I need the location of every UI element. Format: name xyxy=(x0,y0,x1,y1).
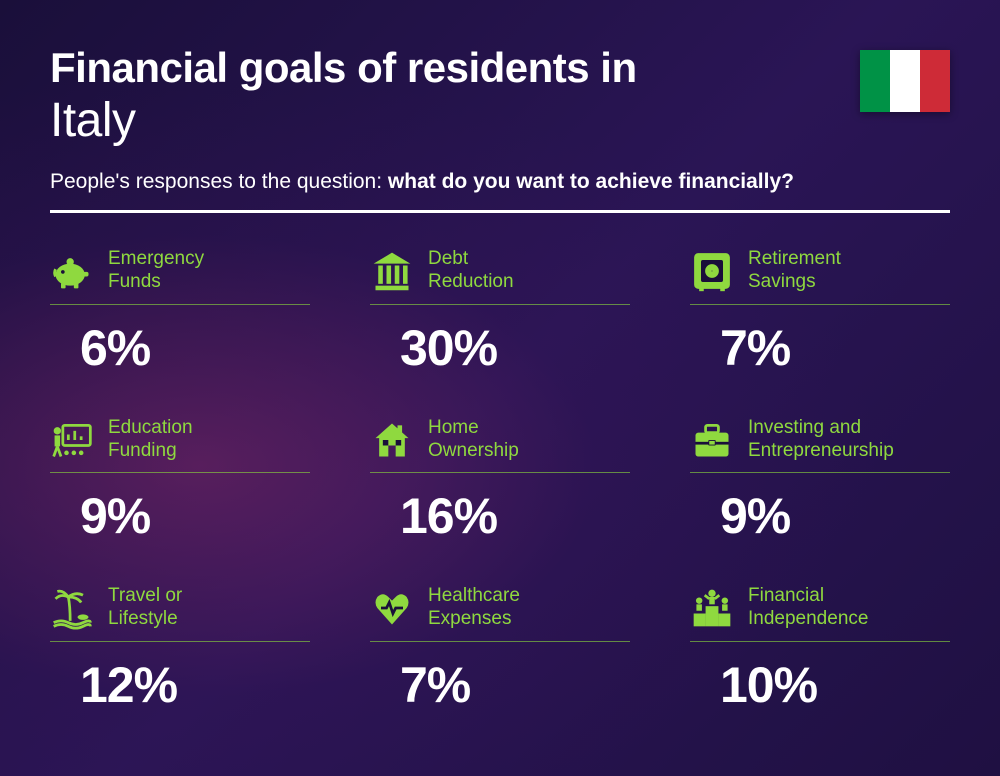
title-block: Financial goals of residents in Italy xyxy=(50,45,860,148)
goal-item: Travel orLifestyle 12% xyxy=(50,585,310,714)
goals-grid: EmergencyFunds 6% DebtReduction 30% Reti… xyxy=(50,248,950,714)
goal-label: Travel orLifestyle xyxy=(108,585,182,631)
goal-item: Investing andEntrepreneurship 9% xyxy=(690,417,950,546)
goal-item: EmergencyFunds 6% xyxy=(50,248,310,377)
subtitle: People's responses to the question: what… xyxy=(50,170,950,194)
goal-value: 12% xyxy=(80,656,310,714)
goal-item: DebtReduction 30% xyxy=(370,248,630,377)
goal-item: HealthcareExpenses 7% xyxy=(370,585,630,714)
goal-item-header: HomeOwnership xyxy=(370,417,630,474)
goal-label: DebtReduction xyxy=(428,248,514,294)
page-title: Financial goals of residents in xyxy=(50,45,860,91)
header-row: Financial goals of residents in Italy xyxy=(50,45,950,148)
goal-label: HealthcareExpenses xyxy=(428,585,520,631)
goal-value: 7% xyxy=(720,319,950,377)
goal-value: 16% xyxy=(400,487,630,545)
flag-stripe-2 xyxy=(890,50,920,112)
goal-value: 9% xyxy=(80,487,310,545)
goal-item-header: EducationFunding xyxy=(50,417,310,474)
goal-item-header: DebtReduction xyxy=(370,248,630,305)
flag-stripe-1 xyxy=(860,50,890,112)
goal-label: HomeOwnership xyxy=(428,417,519,463)
goal-label: Investing andEntrepreneurship xyxy=(748,417,894,463)
goal-item: RetirementSavings 7% xyxy=(690,248,950,377)
palm-beach-icon xyxy=(50,586,94,630)
safe-icon xyxy=(690,249,734,293)
goal-item-header: HealthcareExpenses xyxy=(370,585,630,642)
goal-item: HomeOwnership 16% xyxy=(370,417,630,546)
goal-value: 7% xyxy=(400,656,630,714)
goal-label: RetirementSavings xyxy=(748,248,841,294)
goal-value: 9% xyxy=(720,487,950,545)
goal-value: 30% xyxy=(400,319,630,377)
goal-item-header: Investing andEntrepreneurship xyxy=(690,417,950,474)
podium-icon xyxy=(690,586,734,630)
goal-item: FinancialIndependence 10% xyxy=(690,585,950,714)
flag-icon xyxy=(860,50,950,112)
goal-label: EmergencyFunds xyxy=(108,248,204,294)
flag-stripe-3 xyxy=(920,50,950,112)
house-icon xyxy=(370,418,414,462)
goal-item-header: Travel orLifestyle xyxy=(50,585,310,642)
goal-label: EducationFunding xyxy=(108,417,193,463)
divider xyxy=(50,210,950,213)
goal-item-header: RetirementSavings xyxy=(690,248,950,305)
subtitle-prefix: People's responses to the question: xyxy=(50,170,388,193)
goal-item-header: EmergencyFunds xyxy=(50,248,310,305)
subtitle-bold: what do you want to achieve financially? xyxy=(388,170,794,193)
heart-pulse-icon xyxy=(370,586,414,630)
goal-item-header: FinancialIndependence xyxy=(690,585,950,642)
piggy-bank-icon xyxy=(50,249,94,293)
goal-label: FinancialIndependence xyxy=(748,585,868,631)
goal-value: 10% xyxy=(720,656,950,714)
goal-item: EducationFunding 9% xyxy=(50,417,310,546)
presentation-icon xyxy=(50,418,94,462)
goal-value: 6% xyxy=(80,319,310,377)
country-name: Italy xyxy=(50,93,860,148)
bank-icon xyxy=(370,249,414,293)
briefcase-icon xyxy=(690,418,734,462)
